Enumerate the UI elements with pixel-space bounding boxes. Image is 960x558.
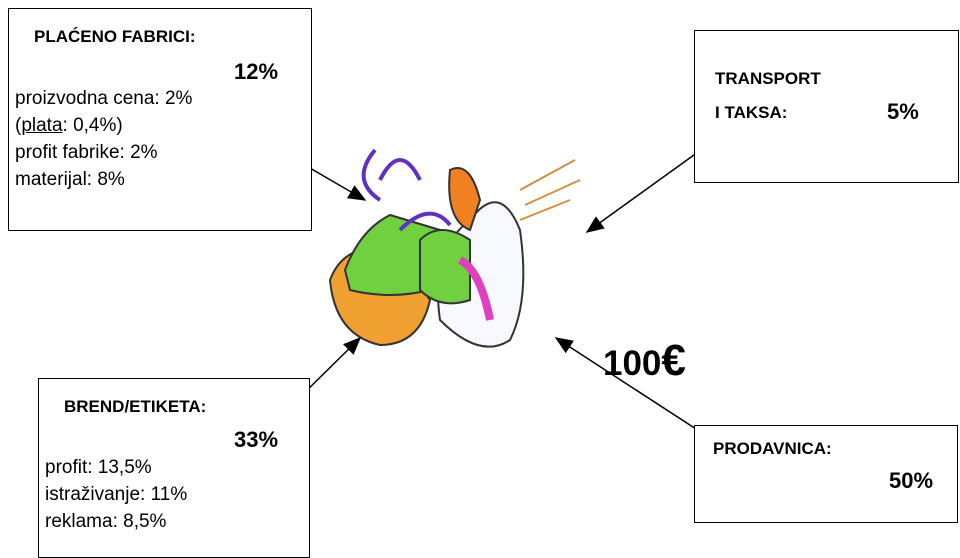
box-title: I TAKSA: [715, 103, 787, 123]
transport-box: TRANSPORT I TAKSA: 5% [694, 30, 959, 183]
underlined-text: plata [21, 115, 62, 136]
factory-box: PLAĆENO FABRICI: 12% proizvodna cena: 2%… [8, 8, 312, 231]
text: : 0,4%) [63, 115, 123, 136]
box-percent: 50% [889, 468, 933, 494]
box-title: TRANSPORT [715, 69, 821, 89]
box-percent: 12% [234, 59, 278, 85]
line: profit fabrike: 2% [15, 142, 158, 164]
line: profit: 13,5% [45, 457, 152, 479]
line: proizvodna cena: 2% [15, 88, 192, 110]
box-title: PLAĆENO FABRICI: [34, 27, 196, 47]
box-percent: 33% [234, 427, 278, 453]
line: (plata: 0,4%) [15, 115, 123, 137]
line: materijal: 8% [15, 169, 125, 191]
brand-box: BREND/ETIKETA: 33% profit: 13,5% istraži… [38, 378, 310, 558]
currency-symbol: € [661, 336, 685, 385]
price-amount: 100 [603, 344, 661, 383]
price: 100€ [603, 336, 686, 386]
box-title: PRODAVNICA: [713, 439, 832, 459]
page: PLAĆENO FABRICI: 12% proizvodna cena: 2%… [0, 0, 960, 548]
box-title: BREND/ETIKETA: [64, 397, 206, 417]
shoe-illustration [322, 120, 603, 372]
box-percent: 5% [887, 99, 919, 125]
line: reklama: 8,5% [45, 511, 166, 533]
shop-box: PRODAVNICA: 50% [694, 425, 958, 523]
line: istraživanje: 11% [45, 484, 187, 506]
